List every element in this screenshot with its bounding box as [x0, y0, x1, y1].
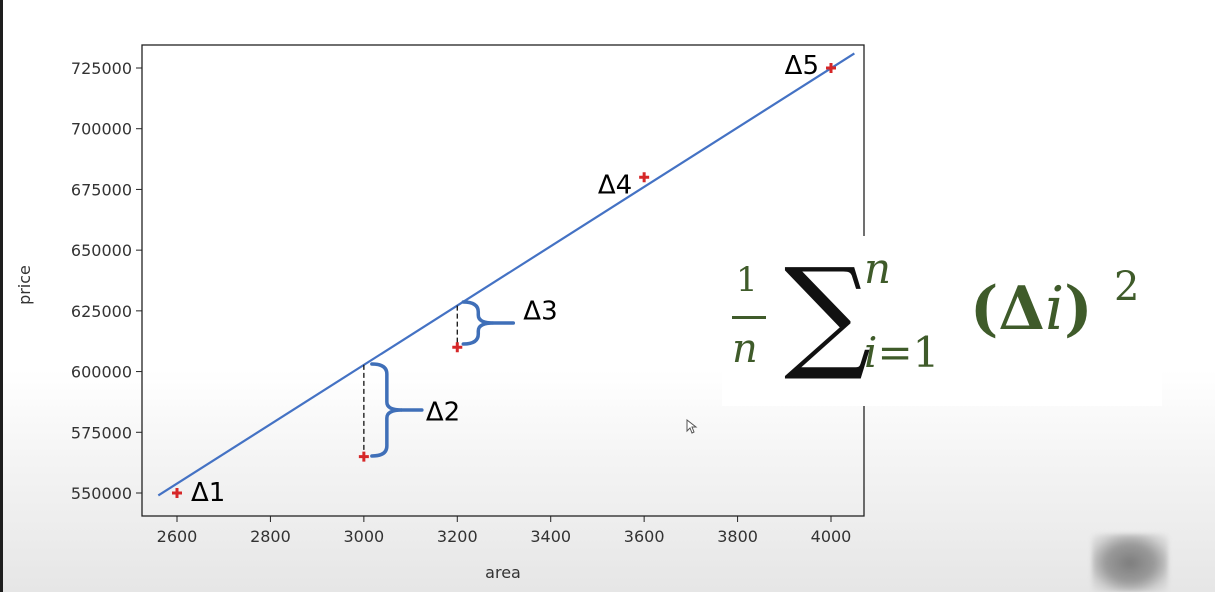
delta-label: Δ1 — [191, 478, 225, 508]
formula-lower-var: i — [864, 328, 878, 377]
data-point — [639, 172, 650, 183]
y-tick-label: 675000 — [71, 180, 132, 199]
y-tick-label: 725000 — [71, 59, 132, 78]
mse-formula: 1 n ∑ n i=1 (Δi) 2 — [722, 236, 1162, 406]
formula-denominator: n — [732, 326, 758, 372]
x-tick-label: 2800 — [250, 527, 291, 546]
formula-term-close: ) — [1064, 274, 1093, 344]
delta2-bracket — [370, 362, 402, 458]
x-tick-label: 4000 — [811, 527, 852, 546]
formula-lower-limit: i=1 — [864, 328, 939, 377]
formula-power: 2 — [1114, 264, 1140, 310]
delta3-bracket — [461, 300, 494, 346]
x-tick-label: 3800 — [717, 527, 758, 546]
chart-plot-layer: 2600 2800 3000 3200 3400 3600 3800 4000 550000 57… — [15, 44, 865, 582]
x-tick-label: 3200 — [437, 527, 478, 546]
formula-numerator: 1 — [736, 260, 758, 300]
data-point — [172, 488, 182, 498]
x-tick-label: 2600 — [157, 527, 198, 546]
x-tick-label: 3600 — [624, 527, 665, 546]
y-tick-label: 650000 — [71, 241, 132, 260]
y-tick-label: 600000 — [71, 363, 132, 382]
screen-left-border — [0, 0, 3, 592]
data-point — [358, 451, 369, 462]
delta-label: Δ2 — [426, 398, 460, 428]
y-tick-label: 700000 — [71, 120, 132, 139]
x-axis-title: area — [485, 563, 521, 582]
formula-lower-rest: =1 — [877, 328, 940, 377]
blurred-video-thumbnail — [1092, 534, 1168, 592]
regression-line — [157, 52, 855, 497]
mouse-cursor-icon — [686, 419, 698, 434]
formula-fraction-bar — [732, 316, 766, 319]
x-tick-label: 3000 — [343, 527, 384, 546]
formula-sigma-symbol: ∑ — [784, 242, 872, 384]
data-point — [452, 342, 463, 353]
formula-term-open: (Δ — [970, 274, 1045, 344]
y-tick-label: 575000 — [71, 423, 132, 442]
data-point — [826, 63, 836, 73]
x-tick-label: 3400 — [530, 527, 571, 546]
formula-term: (Δi) — [970, 274, 1093, 344]
delta-label: Δ3 — [523, 296, 557, 326]
y-axis-title: price — [15, 265, 34, 305]
delta-label: Δ4 — [598, 170, 632, 200]
y-tick-label: 625000 — [71, 302, 132, 321]
formula-upper-limit: n — [864, 244, 892, 293]
formula-term-index: i — [1044, 274, 1065, 344]
y-tick-label: 550000 — [71, 484, 132, 503]
delta-label: Δ5 — [785, 51, 819, 81]
